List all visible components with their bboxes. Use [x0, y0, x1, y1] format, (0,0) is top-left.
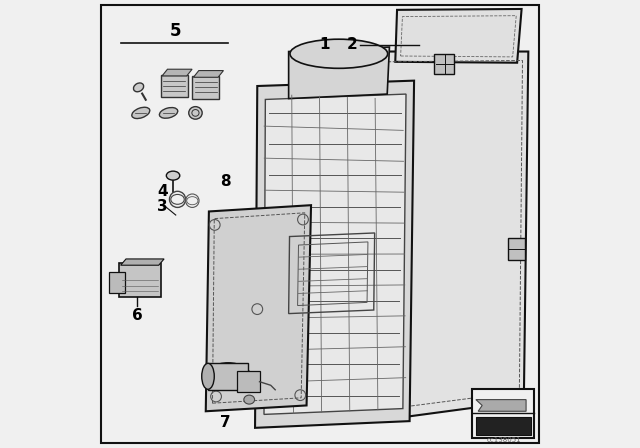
Ellipse shape — [132, 107, 150, 119]
FancyBboxPatch shape — [192, 76, 220, 99]
Text: 5: 5 — [170, 22, 182, 40]
Text: 4: 4 — [157, 184, 168, 199]
Ellipse shape — [244, 395, 255, 404]
Polygon shape — [121, 259, 164, 265]
FancyBboxPatch shape — [119, 263, 161, 297]
Bar — [435, 54, 454, 74]
Bar — [208, 363, 248, 390]
FancyBboxPatch shape — [237, 371, 260, 392]
Polygon shape — [374, 52, 529, 421]
Polygon shape — [193, 71, 223, 77]
Bar — [508, 238, 525, 260]
Polygon shape — [476, 400, 526, 411]
Ellipse shape — [202, 363, 214, 389]
Bar — [472, 389, 534, 438]
Text: cc138051: cc138051 — [486, 437, 521, 443]
Ellipse shape — [189, 107, 202, 119]
Polygon shape — [162, 69, 192, 76]
Text: 1: 1 — [319, 37, 330, 52]
Polygon shape — [264, 94, 406, 414]
FancyBboxPatch shape — [161, 74, 188, 97]
Text: 7: 7 — [220, 414, 230, 430]
Polygon shape — [396, 9, 522, 63]
Polygon shape — [206, 205, 311, 411]
Ellipse shape — [206, 363, 251, 390]
Text: 2: 2 — [347, 37, 358, 52]
Text: 8: 8 — [220, 174, 230, 189]
FancyBboxPatch shape — [109, 272, 125, 293]
Ellipse shape — [134, 83, 143, 92]
Text: 3: 3 — [157, 199, 168, 215]
Bar — [476, 417, 531, 435]
Ellipse shape — [166, 171, 180, 180]
Polygon shape — [289, 47, 389, 99]
Text: 6: 6 — [132, 308, 143, 323]
Ellipse shape — [290, 39, 388, 69]
Polygon shape — [255, 81, 414, 428]
Ellipse shape — [159, 108, 178, 118]
